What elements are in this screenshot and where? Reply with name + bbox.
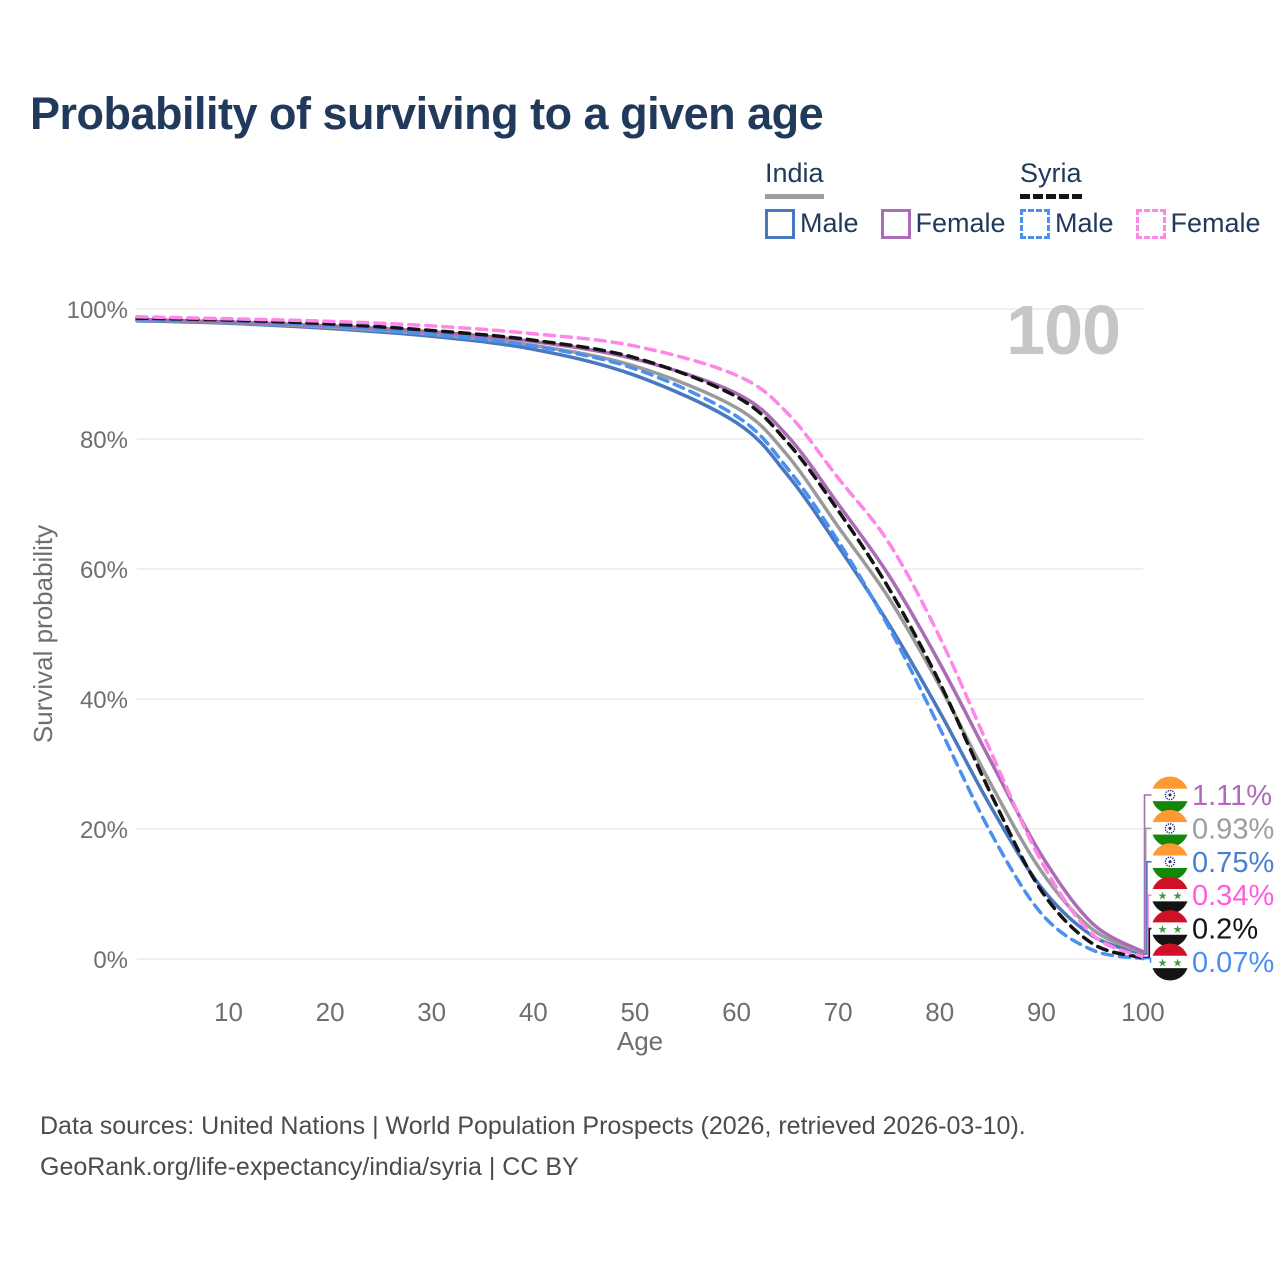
footer-attribution: GeoRank.org/life-expectancy/india/syria … <box>40 1152 579 1181</box>
syria-flag-icon: ★ ★ <box>1151 910 1189 948</box>
leader-line <box>1143 957 1152 963</box>
survival-curve-syria-female <box>135 315 1145 959</box>
syria-flag-icon: ★ ★ <box>1151 943 1189 981</box>
survival-curve-india-male <box>135 318 1145 956</box>
page-title: Probability of surviving to a given age <box>30 88 824 139</box>
end-label-value: 0.2% <box>1192 914 1258 946</box>
svg-text:★: ★ <box>1173 891 1183 903</box>
legend-item-india-female: Female <box>880 208 1006 239</box>
syria-flag-icon: ★ ★ <box>1151 876 1189 914</box>
svg-text:★: ★ <box>1158 924 1168 936</box>
india-flag-icon <box>1151 809 1189 847</box>
leader-line <box>1143 794 1152 953</box>
india-flag-icon <box>1151 776 1189 814</box>
x-tick-label: 30 <box>417 997 446 1027</box>
survival-curve-syria-average <box>135 316 1145 960</box>
svg-text:★: ★ <box>1173 924 1183 936</box>
legend-items-india: Male Female <box>765 208 1006 239</box>
footer: Data sources: United Nations | World Pop… <box>40 1106 1026 1187</box>
x-axis-label: Age <box>616 1026 664 1056</box>
legend-item-india-male: Male <box>765 208 859 239</box>
legend-items-syria: Male Female <box>1020 208 1261 239</box>
legend-label-india-male: Male <box>800 208 859 238</box>
legend-header-india: India <box>765 158 824 199</box>
survival-curve-india-female <box>135 317 1145 954</box>
syria-female-swatch-icon <box>1135 208 1166 239</box>
leader-line <box>1143 894 1152 958</box>
y-tick-label: 80% <box>80 427 128 454</box>
x-tick-label: 90 <box>1027 997 1056 1027</box>
end-label-value: 0.75% <box>1192 847 1274 879</box>
syria-male-swatch-icon <box>1020 208 1050 239</box>
x-tick-label: 40 <box>519 997 548 1027</box>
legend-label-india-female: Female <box>915 208 1006 238</box>
x-tick-label: 10 <box>214 997 243 1027</box>
legend-header-syria: Syria <box>1020 158 1082 199</box>
svg-text:★: ★ <box>1158 891 1168 903</box>
legend-item-syria-female: Female <box>1135 208 1261 239</box>
india-female-swatch-icon <box>880 208 911 239</box>
y-tick-label: 40% <box>80 687 128 714</box>
footer-data-sources: Data sources: United Nations | World Pop… <box>40 1112 1026 1140</box>
legend-label-syria-female: Female <box>1170 208 1261 238</box>
leader-line <box>1143 827 1152 954</box>
y-tick-label: 20% <box>80 817 128 844</box>
legend-label-syria-male: Male <box>1055 208 1114 238</box>
y-tick-label: 0% <box>93 947 128 974</box>
x-tick-label: 20 <box>316 997 345 1027</box>
age-watermark: 100 <box>1006 291 1121 369</box>
end-label-value: 0.93% <box>1192 813 1274 845</box>
legend-group-syria: Syria Male Female <box>1020 158 1261 239</box>
x-tick-label: 80 <box>925 997 954 1027</box>
end-label-value: 0.34% <box>1192 880 1274 912</box>
end-label-value: 1.11% <box>1192 780 1272 812</box>
x-tick-label: 50 <box>620 997 649 1027</box>
y-tick-label: 60% <box>80 557 128 584</box>
svg-text:★: ★ <box>1173 957 1183 969</box>
india-flag-icon <box>1151 843 1189 881</box>
svg-text:★: ★ <box>1158 957 1168 969</box>
x-tick-label: 70 <box>824 997 853 1027</box>
x-tick-label: 60 <box>722 997 751 1027</box>
legend-group-india: India Male Female <box>765 158 1006 239</box>
x-tick-label: 100 <box>1121 997 1164 1027</box>
india-male-swatch-icon <box>765 208 795 239</box>
leader-line <box>1143 927 1152 959</box>
y-tick-label: 100% <box>67 297 128 324</box>
legend-item-syria-male: Male <box>1020 208 1114 239</box>
survival-curve-india-average <box>135 318 1145 955</box>
end-label-value: 0.07% <box>1192 947 1274 979</box>
leader-line <box>1143 861 1152 955</box>
survival-curve-syria-male <box>135 317 1145 961</box>
